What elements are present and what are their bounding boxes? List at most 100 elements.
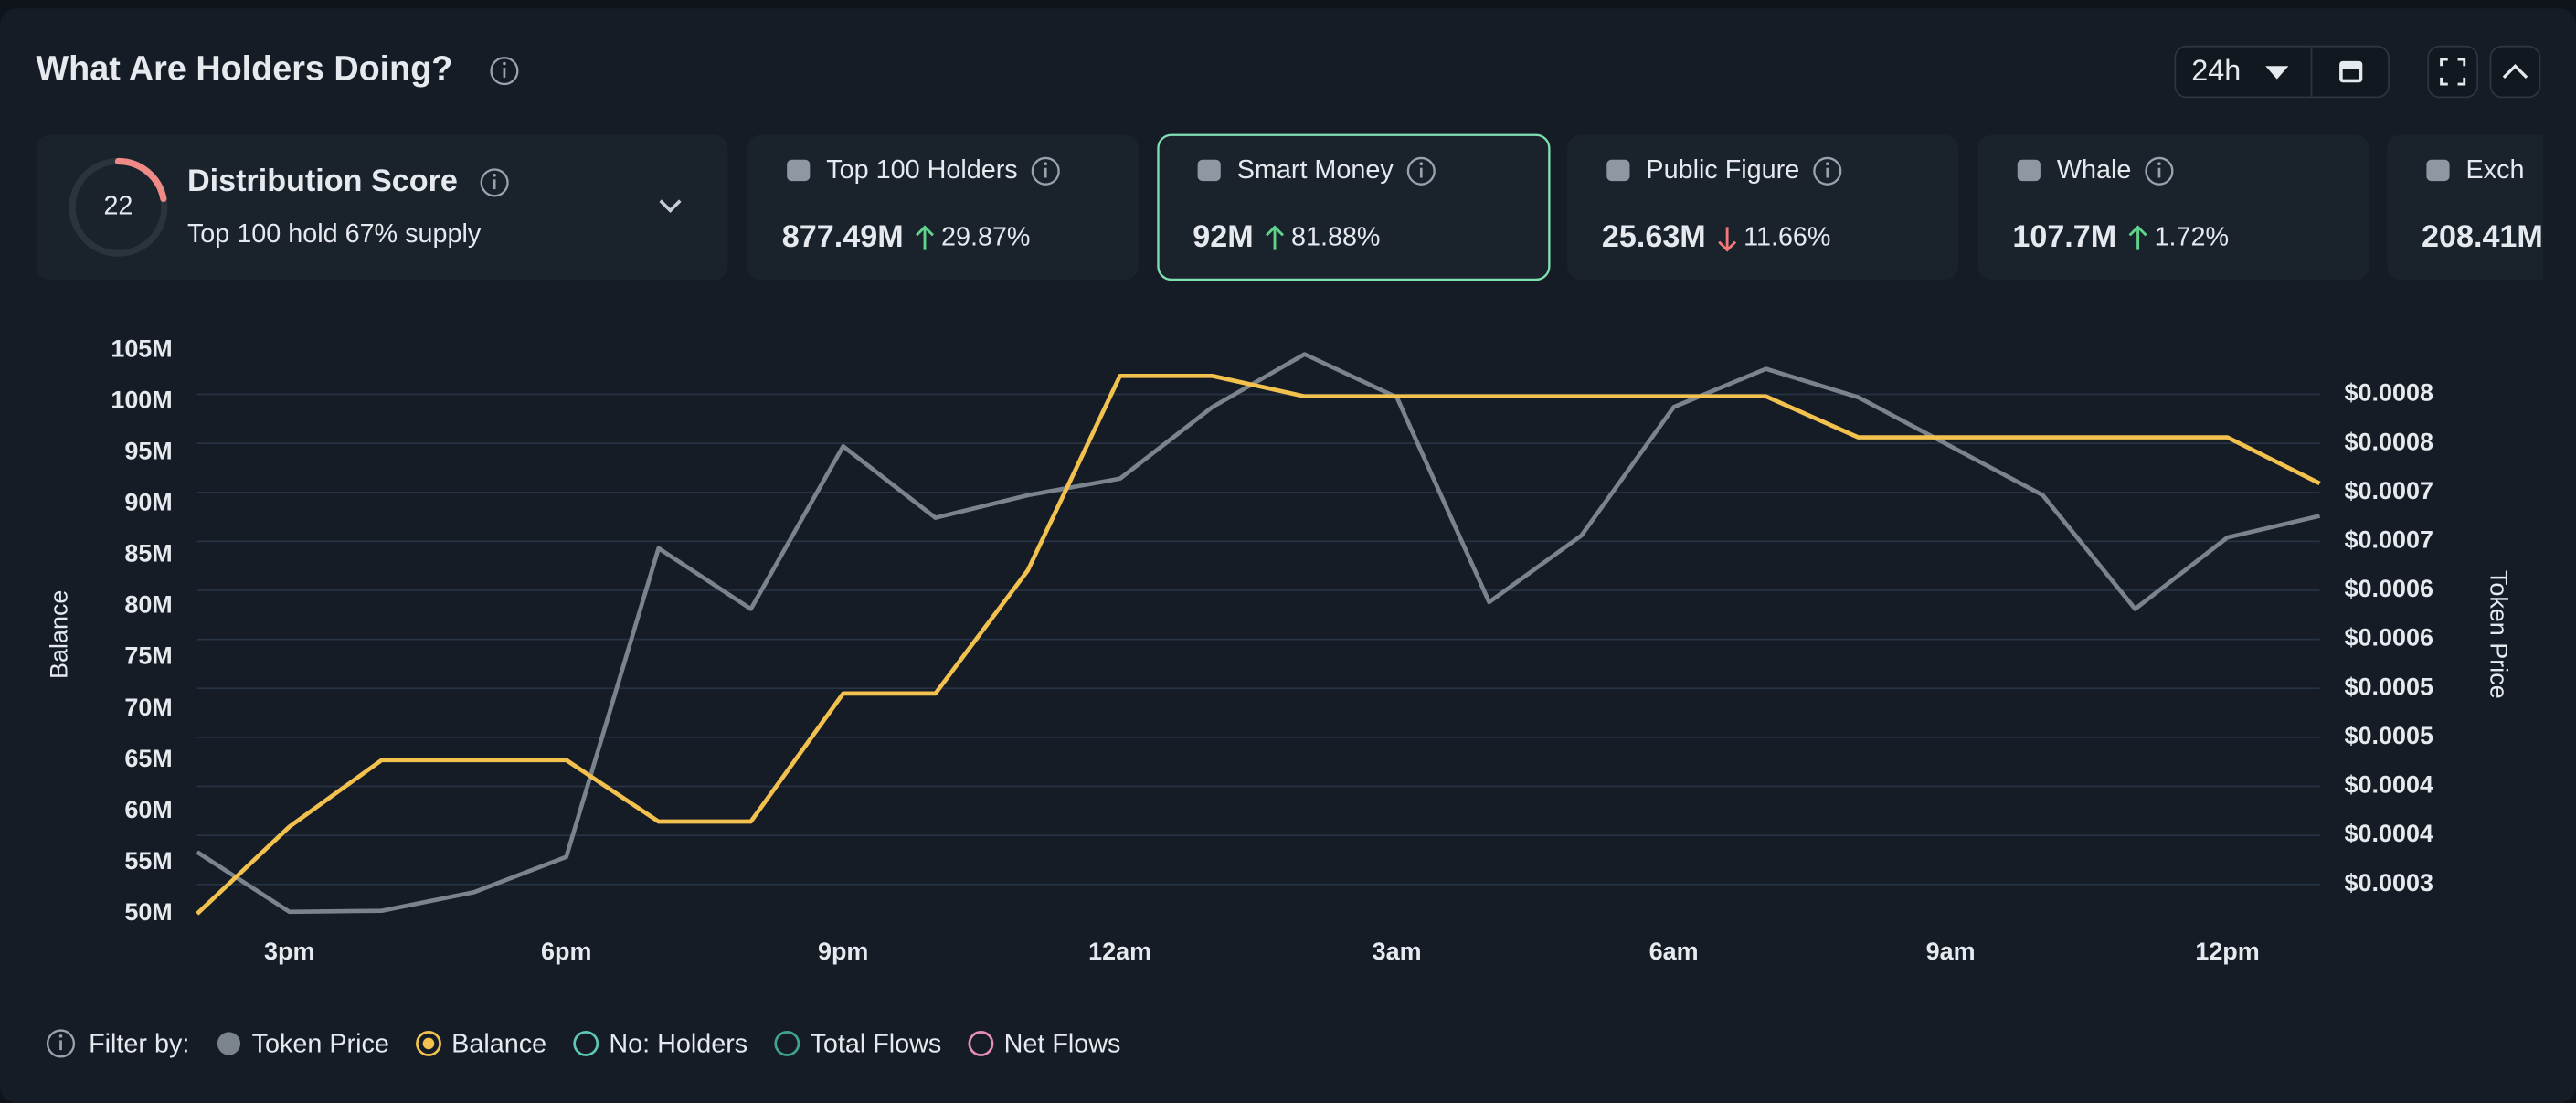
filter-item[interactable]: Balance	[416, 1029, 546, 1058]
info-icon[interactable]	[2145, 156, 2174, 186]
holder-card[interactable]: Top 100 Holders 877.49M 29.87%	[747, 134, 1139, 280]
fullscreen-button[interactable]	[2427, 45, 2479, 99]
legend-marker[interactable]	[217, 1032, 241, 1055]
info-ring[interactable]	[1406, 156, 1436, 186]
y-tick-label: 55M	[124, 847, 172, 875]
legend-marker[interactable]	[774, 1031, 800, 1056]
x-tick-label: 12am	[1088, 938, 1151, 965]
x-tick-label: 3am	[1373, 938, 1422, 965]
y2-tick-label: $0.0008	[2345, 428, 2433, 455]
chevron-up[interactable]	[2502, 63, 2528, 79]
info-dot[interactable]	[1419, 162, 1424, 166]
card-change: 11.66%	[1744, 223, 1830, 252]
y-tick-label: 95M	[124, 438, 172, 465]
info-icon[interactable]	[1031, 156, 1060, 186]
y-tick-label: 80M	[124, 591, 172, 619]
card-icon	[787, 159, 811, 182]
y-tick-label: 105M	[111, 334, 172, 362]
card-change: 81.88%	[1291, 223, 1381, 252]
card-label: Top 100 Holders	[826, 155, 1017, 185]
fullscreen-icon[interactable]	[2440, 58, 2466, 86]
card-label: Smart Money	[1237, 155, 1394, 185]
y-tick-label: 60M	[124, 796, 172, 823]
card-bg[interactable]	[1567, 134, 1959, 280]
filter-item[interactable]: No: Holders	[573, 1029, 748, 1058]
score-title: Distribution Score	[187, 164, 458, 198]
y2-tick-label: $0.0004	[2345, 771, 2433, 799]
info-ring[interactable]	[1813, 156, 1842, 186]
change-arrow	[1266, 225, 1285, 250]
y2-tick-label: $0.0006	[2345, 624, 2433, 652]
filter-label: Filter by:	[89, 1029, 189, 1058]
legend-label[interactable]: Net Flows	[1004, 1029, 1121, 1058]
panel	[0, 8, 2576, 1103]
info-dot[interactable]	[1044, 162, 1048, 166]
legend-label[interactable]: Token Price	[252, 1029, 389, 1058]
info-icon[interactable]	[490, 57, 519, 86]
info-ring[interactable]	[1031, 156, 1060, 186]
card-change: 1.72%	[2155, 223, 2230, 252]
y-tick-label: 90M	[124, 489, 172, 516]
card-bg[interactable]	[747, 134, 1139, 280]
calendar-button[interactable]	[2339, 60, 2363, 83]
legend-dot[interactable]	[422, 1037, 435, 1050]
x-tick-label: 3pm	[264, 938, 314, 965]
card-bg[interactable]	[1157, 133, 1551, 281]
info-dot[interactable]	[2157, 162, 2161, 166]
holder-card[interactable]: Smart Money 92M 81.88%	[1157, 133, 1551, 281]
caret[interactable]	[2265, 66, 2289, 80]
card-label: Whale	[2057, 155, 2132, 185]
change-arrow	[1718, 227, 1737, 252]
filter-item[interactable]: Total Flows	[774, 1029, 942, 1058]
collapse-button[interactable]	[2489, 45, 2541, 99]
y2-tick-label: $0.0007	[2345, 526, 2433, 554]
series-line	[196, 373, 2321, 916]
y2-tick-label: $0.0004	[2345, 820, 2433, 847]
info-dot[interactable]	[1825, 162, 1829, 166]
y2-tick-label: $0.0006	[2345, 575, 2433, 602]
legend-label[interactable]: No: Holders	[609, 1029, 747, 1058]
card-bg[interactable]	[1977, 134, 2369, 280]
holder-card[interactable]: Whale 107.7M 1.72%	[1977, 134, 2369, 280]
card-icon	[1606, 159, 1630, 182]
info-icon[interactable]	[1813, 156, 1842, 186]
expand-chevron[interactable]	[659, 199, 682, 213]
y2-tick-label: $0.0005	[2345, 722, 2433, 749]
legend-marker[interactable]	[573, 1031, 599, 1056]
x-tick-label: 6am	[1649, 938, 1699, 965]
card-icon	[2017, 159, 2041, 182]
filter-item[interactable]: Net Flows	[968, 1029, 1121, 1058]
score-arc	[114, 157, 167, 203]
info-ring[interactable]	[2145, 156, 2174, 186]
card-icon	[2426, 159, 2450, 182]
y2-tick-label: $0.0007	[2345, 477, 2433, 504]
legend-label[interactable]: Total Flows	[811, 1029, 942, 1058]
panel-title: What Are Holders Doing?	[37, 49, 453, 88]
card-icon	[1197, 159, 1221, 182]
holder-card[interactable]: Public Figure 25.63M 11.66%	[1567, 134, 1959, 280]
card-label: Exch	[2466, 155, 2525, 185]
legend-marker[interactable]	[968, 1031, 994, 1056]
info-icon[interactable]	[480, 168, 509, 197]
y-tick-label: 75M	[124, 642, 172, 670]
y-tick-label: 65M	[124, 745, 172, 772]
card-bg[interactable]	[2387, 134, 2576, 280]
y2-tick-label: $0.0008	[2345, 379, 2433, 407]
card-label: Public Figure	[1646, 155, 1799, 185]
score-card[interactable]	[36, 134, 728, 280]
filter-item[interactable]: Token Price	[217, 1029, 389, 1058]
info-icon[interactable]	[46, 1029, 76, 1058]
info-icon[interactable]	[1406, 156, 1436, 186]
card-value: 25.63M	[1602, 219, 1706, 254]
card-value: 877.49M	[782, 219, 904, 254]
holder-card[interactable]: Exch 208.41M	[2387, 134, 2576, 280]
card-value: 92M	[1193, 219, 1253, 254]
legend-marker[interactable]	[416, 1031, 441, 1056]
y2-tick-label: $0.0003	[2345, 869, 2433, 896]
legend-label[interactable]: Balance	[451, 1029, 546, 1058]
range-label[interactable]: 24h	[2191, 54, 2241, 87]
x-tick-label: 12pm	[2195, 938, 2259, 965]
y-axis-title: Balance	[46, 590, 73, 679]
y-tick-label: 85M	[124, 540, 172, 567]
